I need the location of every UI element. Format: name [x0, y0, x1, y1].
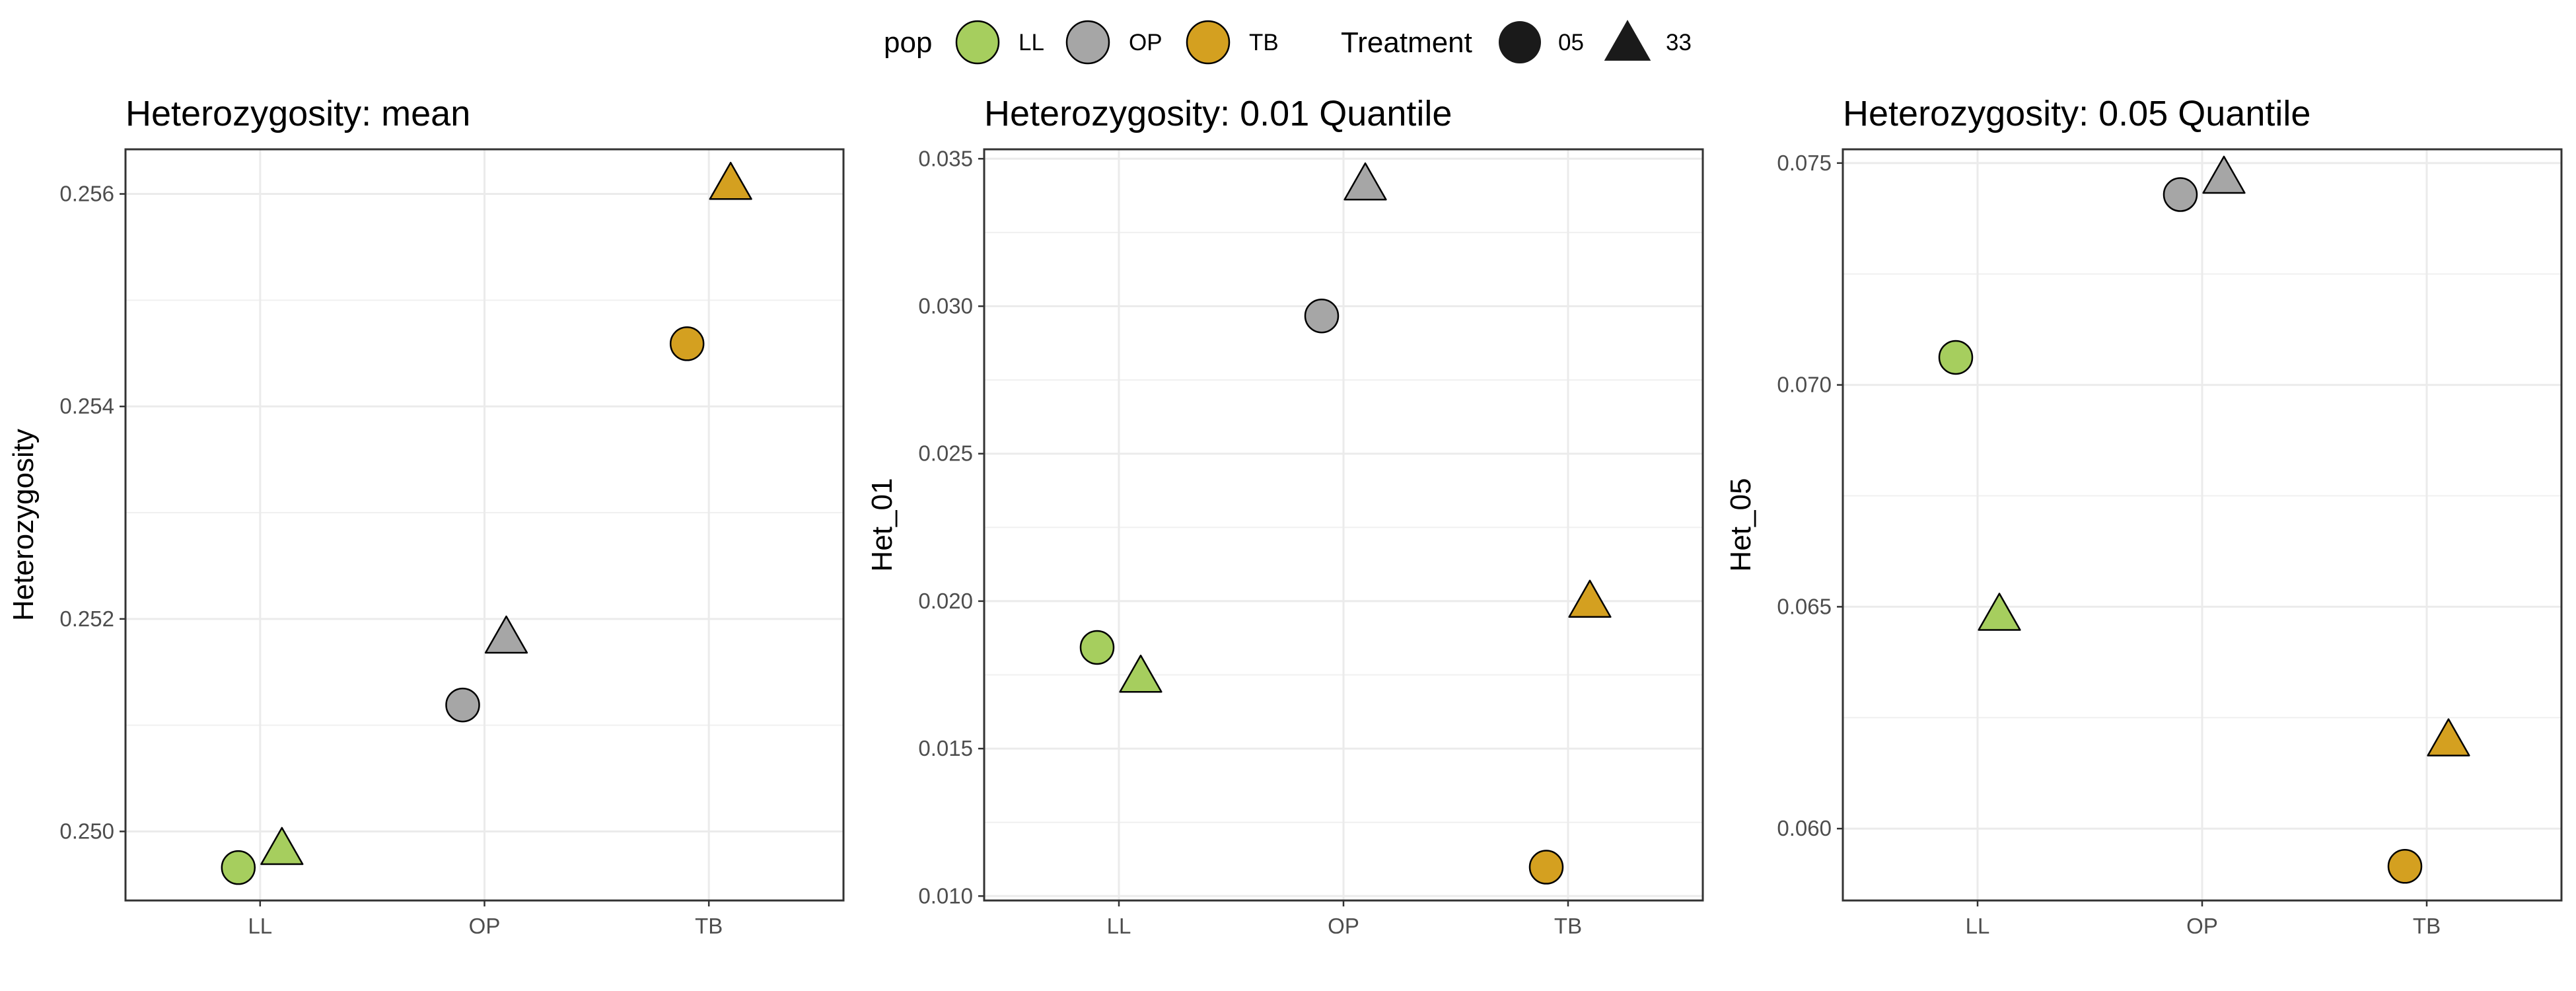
x-tick-label-tb: TB	[1554, 914, 1582, 938]
y-tick-label: 0.254	[59, 394, 114, 418]
y-tick-label: 0.035	[918, 146, 973, 170]
y-tick-label: 0.060	[1777, 816, 1832, 840]
legend-pop-title: pop	[884, 26, 932, 59]
legend-pop-key-op	[1065, 20, 1110, 65]
x-tick-label-ll: LL	[248, 914, 272, 938]
data-point-ll-05	[1938, 340, 1974, 375]
legend-pop-label-tb: TB	[1249, 30, 1279, 55]
data-point-op-05	[2163, 177, 2198, 212]
panel-border	[124, 148, 845, 902]
panel-border	[983, 148, 1704, 902]
legend-treatment-title: Treatment	[1341, 26, 1472, 59]
data-point-ll-05	[1079, 630, 1115, 665]
panel-2: 0.010 0.015 0.020 0.025 0.030 0.035 LL OP TB Hete…	[866, 94, 1704, 938]
x-tick-label-op: OP	[2186, 914, 2218, 938]
data-point-ll-05	[221, 850, 256, 885]
y-tick-label: 0.250	[59, 819, 114, 843]
x-tick-label-ll: LL	[1966, 914, 1990, 938]
panel-title: Heterozygosity: 0.01 Quantile	[984, 94, 1452, 133]
data-point-ll-33	[1119, 654, 1163, 693]
data-point-ll-33	[260, 826, 304, 865]
data-point-op-33	[484, 615, 528, 654]
data-point-tb-05	[669, 326, 705, 361]
chart-panels: 0.250 0.252 0.254 0.256 LL OP TB Heterozygosity…	[7, 94, 2563, 938]
data-point-op-33	[1343, 162, 1387, 201]
legend-treatment-label-05: 05	[1558, 30, 1584, 55]
y-tick-label: 0.252	[59, 606, 114, 631]
panel-title: Heterozygosity: mean	[125, 94, 470, 133]
legend-pop-label-ll: LL	[1019, 30, 1044, 55]
x-tick-label-op: OP	[469, 914, 501, 938]
data-point-tb-33	[2427, 718, 2470, 756]
y-axis-title: Heterozygosity	[7, 429, 40, 621]
data-point-tb-05	[1528, 850, 1564, 885]
y-tick-label: 0.030	[918, 293, 973, 318]
y-tick-label: 0.256	[59, 182, 114, 206]
legend: pop LL OP TB Treatment 05 33	[884, 20, 1692, 65]
y-tick-label: 0.075	[1777, 151, 1832, 175]
legend-pop-label-op: OP	[1129, 30, 1163, 55]
data-point-tb-05	[2387, 849, 2423, 884]
y-tick-label: 0.010	[918, 883, 973, 908]
x-tick-label-tb: TB	[2413, 914, 2441, 938]
legend-treatment-key-05	[1499, 21, 1541, 63]
x-tick-label-tb: TB	[695, 914, 723, 938]
data-point-ll-33	[1978, 593, 2021, 631]
panel-1: 0.250 0.252 0.254 0.256 LL OP TB Heterozygosity…	[7, 94, 845, 938]
y-tick-label: 0.065	[1777, 594, 1832, 618]
data-point-op-05	[445, 687, 480, 723]
legend-pop-key-ll	[955, 20, 1000, 65]
y-axis-title: Het_01	[866, 478, 898, 572]
data-point-tb-33	[709, 161, 752, 200]
data-point-tb-33	[1568, 579, 1612, 618]
legend-treatment-key-33	[1604, 20, 1651, 61]
y-tick-label: 0.070	[1777, 373, 1832, 397]
panel-border	[1842, 148, 2563, 902]
y-tick-label: 0.015	[918, 736, 973, 760]
panel-title: Heterozygosity: 0.05 Quantile	[1843, 94, 2310, 133]
y-tick-label: 0.020	[918, 589, 973, 613]
panel-3: 0.060 0.065 0.070 0.075 LL OP TB Heterozygosity…	[1725, 94, 2563, 938]
data-point-op-33	[2202, 155, 2246, 194]
y-axis-title: Het_05	[1725, 478, 1757, 572]
legend-pop-key-tb	[1186, 20, 1231, 65]
data-point-op-05	[1304, 298, 1340, 334]
x-tick-label-op: OP	[1328, 914, 1359, 938]
y-tick-label: 0.025	[918, 441, 973, 466]
legend-treatment-label-33: 33	[1666, 30, 1692, 55]
x-tick-label-ll: LL	[1107, 914, 1131, 938]
